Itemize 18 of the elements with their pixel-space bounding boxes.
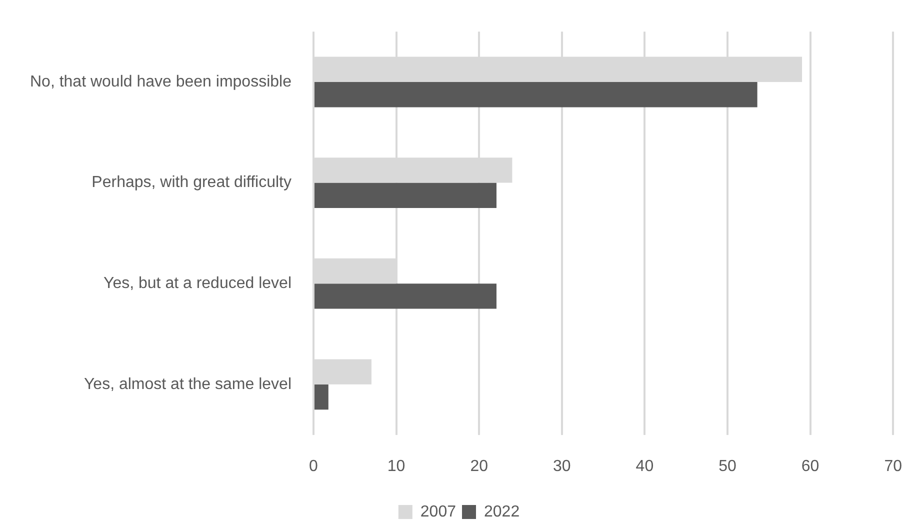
x-tick-label: 40 <box>636 458 654 475</box>
x-tick-label: 50 <box>718 458 736 475</box>
x-tick-label: 10 <box>387 458 406 475</box>
x-tick-label: 30 <box>553 458 571 475</box>
bar <box>314 82 758 108</box>
bar <box>314 182 496 208</box>
y-tick-label: Perhaps, with great difficulty <box>92 174 292 192</box>
y-tick-label: Yes, almost at the same level <box>84 376 292 393</box>
legend-label: 2022 <box>484 503 520 520</box>
x-tick-label: 70 <box>884 458 902 475</box>
x-tick-label: 0 <box>309 458 318 475</box>
bar <box>314 284 496 309</box>
bar <box>314 384 328 410</box>
x-tick-label: 60 <box>801 458 820 475</box>
x-tick-label: 20 <box>470 458 488 475</box>
y-tick-label: No, that would have been impossible <box>30 73 292 90</box>
y-tick-label: Yes, but at a reduced level <box>104 275 292 292</box>
legend-label: 2007 <box>420 503 456 520</box>
